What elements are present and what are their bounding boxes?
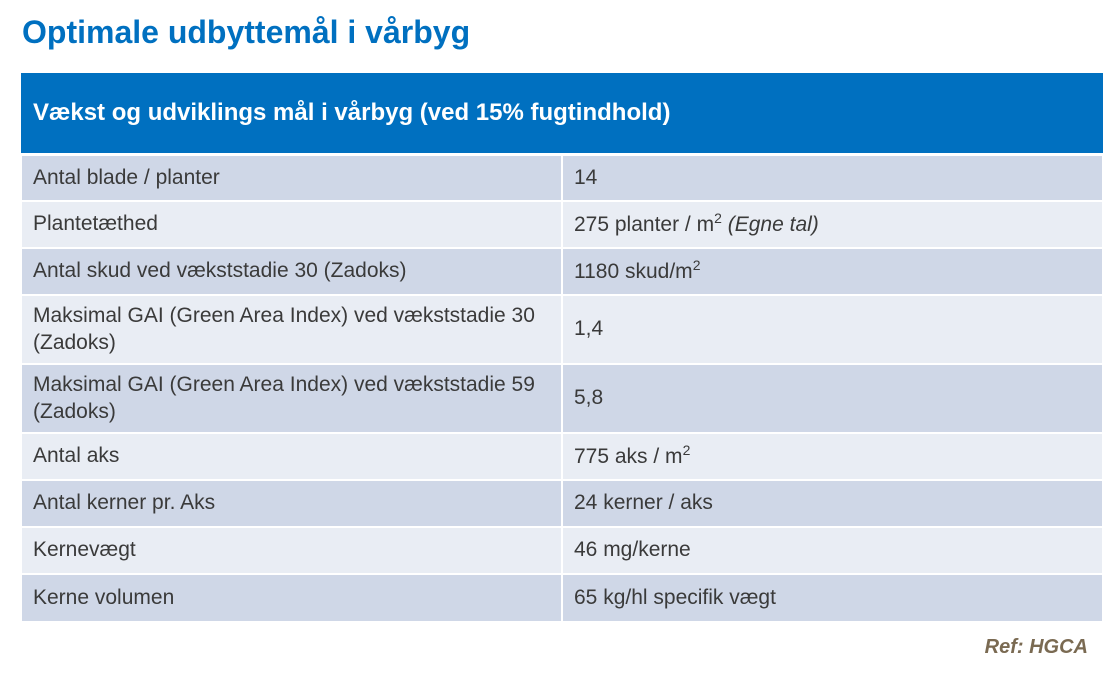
row-value: 275 planter / m	[574, 213, 715, 237]
row-value-cell: 24 kerner / aks	[561, 478, 1104, 528]
row-value-cell: 275 planter / m2 (Egne tal)	[561, 199, 1104, 249]
slide-title: Optimale udbyttemål i vårbyg	[22, 14, 471, 50]
value-note: (Egne tal)	[727, 213, 819, 237]
row-value: 14	[574, 166, 598, 190]
unit-exponent: 2	[692, 257, 701, 274]
unit-exponent: 2	[714, 210, 722, 227]
data-table: Vækst og udviklings mål i vårbyg (ved 15…	[20, 73, 1104, 623]
reference: Ref: HGCA	[984, 636, 1088, 658]
table-row: Kerne volumen 65 kg/hl specifik vægt	[20, 572, 1104, 623]
row-value: 775 aks / m	[574, 445, 683, 469]
row-value: 65 kg/hl specifik vægt	[574, 585, 776, 609]
row-value: 24 kerner / aks	[574, 491, 713, 515]
row-label: Kernevægt	[20, 525, 563, 575]
row-value: 1,4	[574, 317, 604, 341]
row-value-cell: 775 aks / m2	[561, 431, 1104, 481]
row-label: Antal aks	[20, 431, 563, 481]
row-label: Maksimal GAI (Green Area Index) ved væks…	[20, 362, 563, 434]
row-value-cell: 1,4	[561, 293, 1104, 365]
row-value-cell: 65 kg/hl specifik vægt	[561, 572, 1104, 623]
table-row: Antal kerner pr. Aks 24 kerner / aks	[20, 478, 1104, 528]
row-label: Plantetæthed	[20, 199, 563, 249]
unit-exponent: 2	[682, 442, 691, 459]
row-value-cell: 5,8	[561, 362, 1104, 434]
row-value: 5,8	[574, 386, 604, 410]
table-row: Maksimal GAI (Green Area Index) ved væks…	[20, 293, 1104, 365]
table-row: Plantetæthed 275 planter / m2 (Egne tal)	[20, 199, 1104, 249]
table-row: Antal blade / planter 14	[20, 153, 1104, 202]
header-row: Vækst og udviklings mål i vårbyg (ved 15…	[21, 73, 1103, 156]
row-value-cell: 1180 skud/m2	[561, 246, 1104, 296]
table-row: Antal aks 775 aks / m2	[20, 431, 1104, 481]
table-row: Antal skud ved vækststadie 30 (Zadoks) 11…	[20, 246, 1104, 296]
table-body: Antal blade / planter 14 Plantetæthed 275 p…	[20, 153, 1104, 623]
row-label: Antal kerner pr. Aks	[20, 478, 563, 528]
row-label: Antal blade / planter	[20, 153, 563, 202]
table-row: Maksimal GAI (Green Area Index) ved væks…	[20, 362, 1104, 434]
row-value: 1180 skud/m	[574, 260, 693, 284]
table-row: Kernevægt 46 mg/kerne	[20, 525, 1104, 575]
row-label: Kerne volumen	[20, 572, 563, 623]
row-value-cell: 14	[561, 153, 1104, 202]
row-value-cell: 46 mg/kerne	[561, 525, 1104, 575]
row-label: Maksimal GAI (Green Area Index) ved væks…	[20, 293, 563, 365]
table-header: Vækst og udviklings mål i vårbyg (ved 15…	[21, 73, 1103, 156]
row-value: 46 mg/kerne	[574, 538, 691, 562]
row-label: Antal skud ved vækststadie 30 (Zadoks)	[20, 246, 563, 296]
